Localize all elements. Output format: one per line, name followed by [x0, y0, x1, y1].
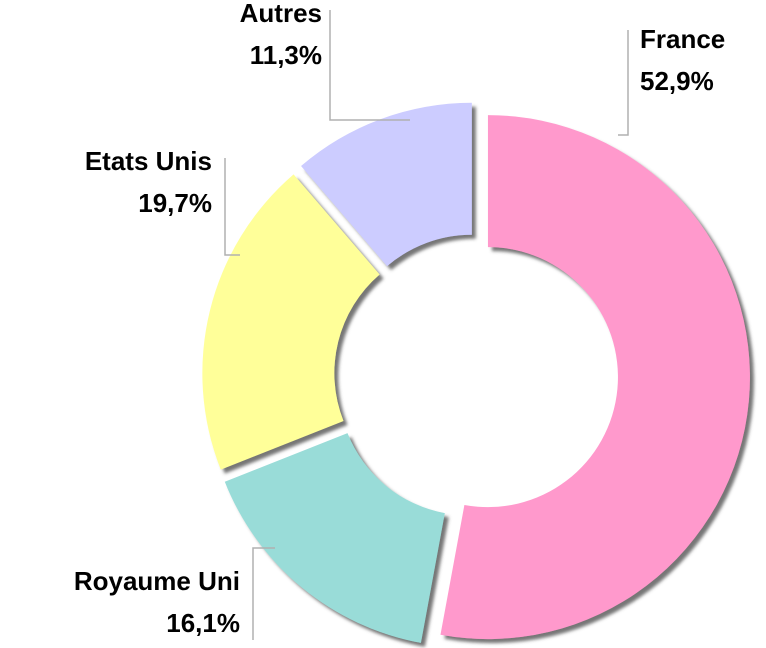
slice	[440, 115, 750, 640]
category-label: Etats Unis	[85, 146, 212, 176]
value-label: 19,7%	[138, 188, 212, 218]
value-label: 11,3%	[250, 40, 322, 70]
leader-line	[618, 30, 629, 136]
slice	[224, 433, 445, 643]
leader-line	[329, 10, 410, 121]
category-label: France	[640, 24, 725, 54]
slice	[202, 174, 380, 470]
category-label: Autres	[240, 0, 322, 28]
slice	[301, 102, 472, 267]
value-label: 16,1%	[166, 608, 240, 638]
category-label: Royaume Uni	[74, 566, 240, 596]
value-label: 52,9%	[640, 66, 714, 96]
leader-line	[224, 158, 240, 256]
leader-line	[252, 547, 275, 640]
